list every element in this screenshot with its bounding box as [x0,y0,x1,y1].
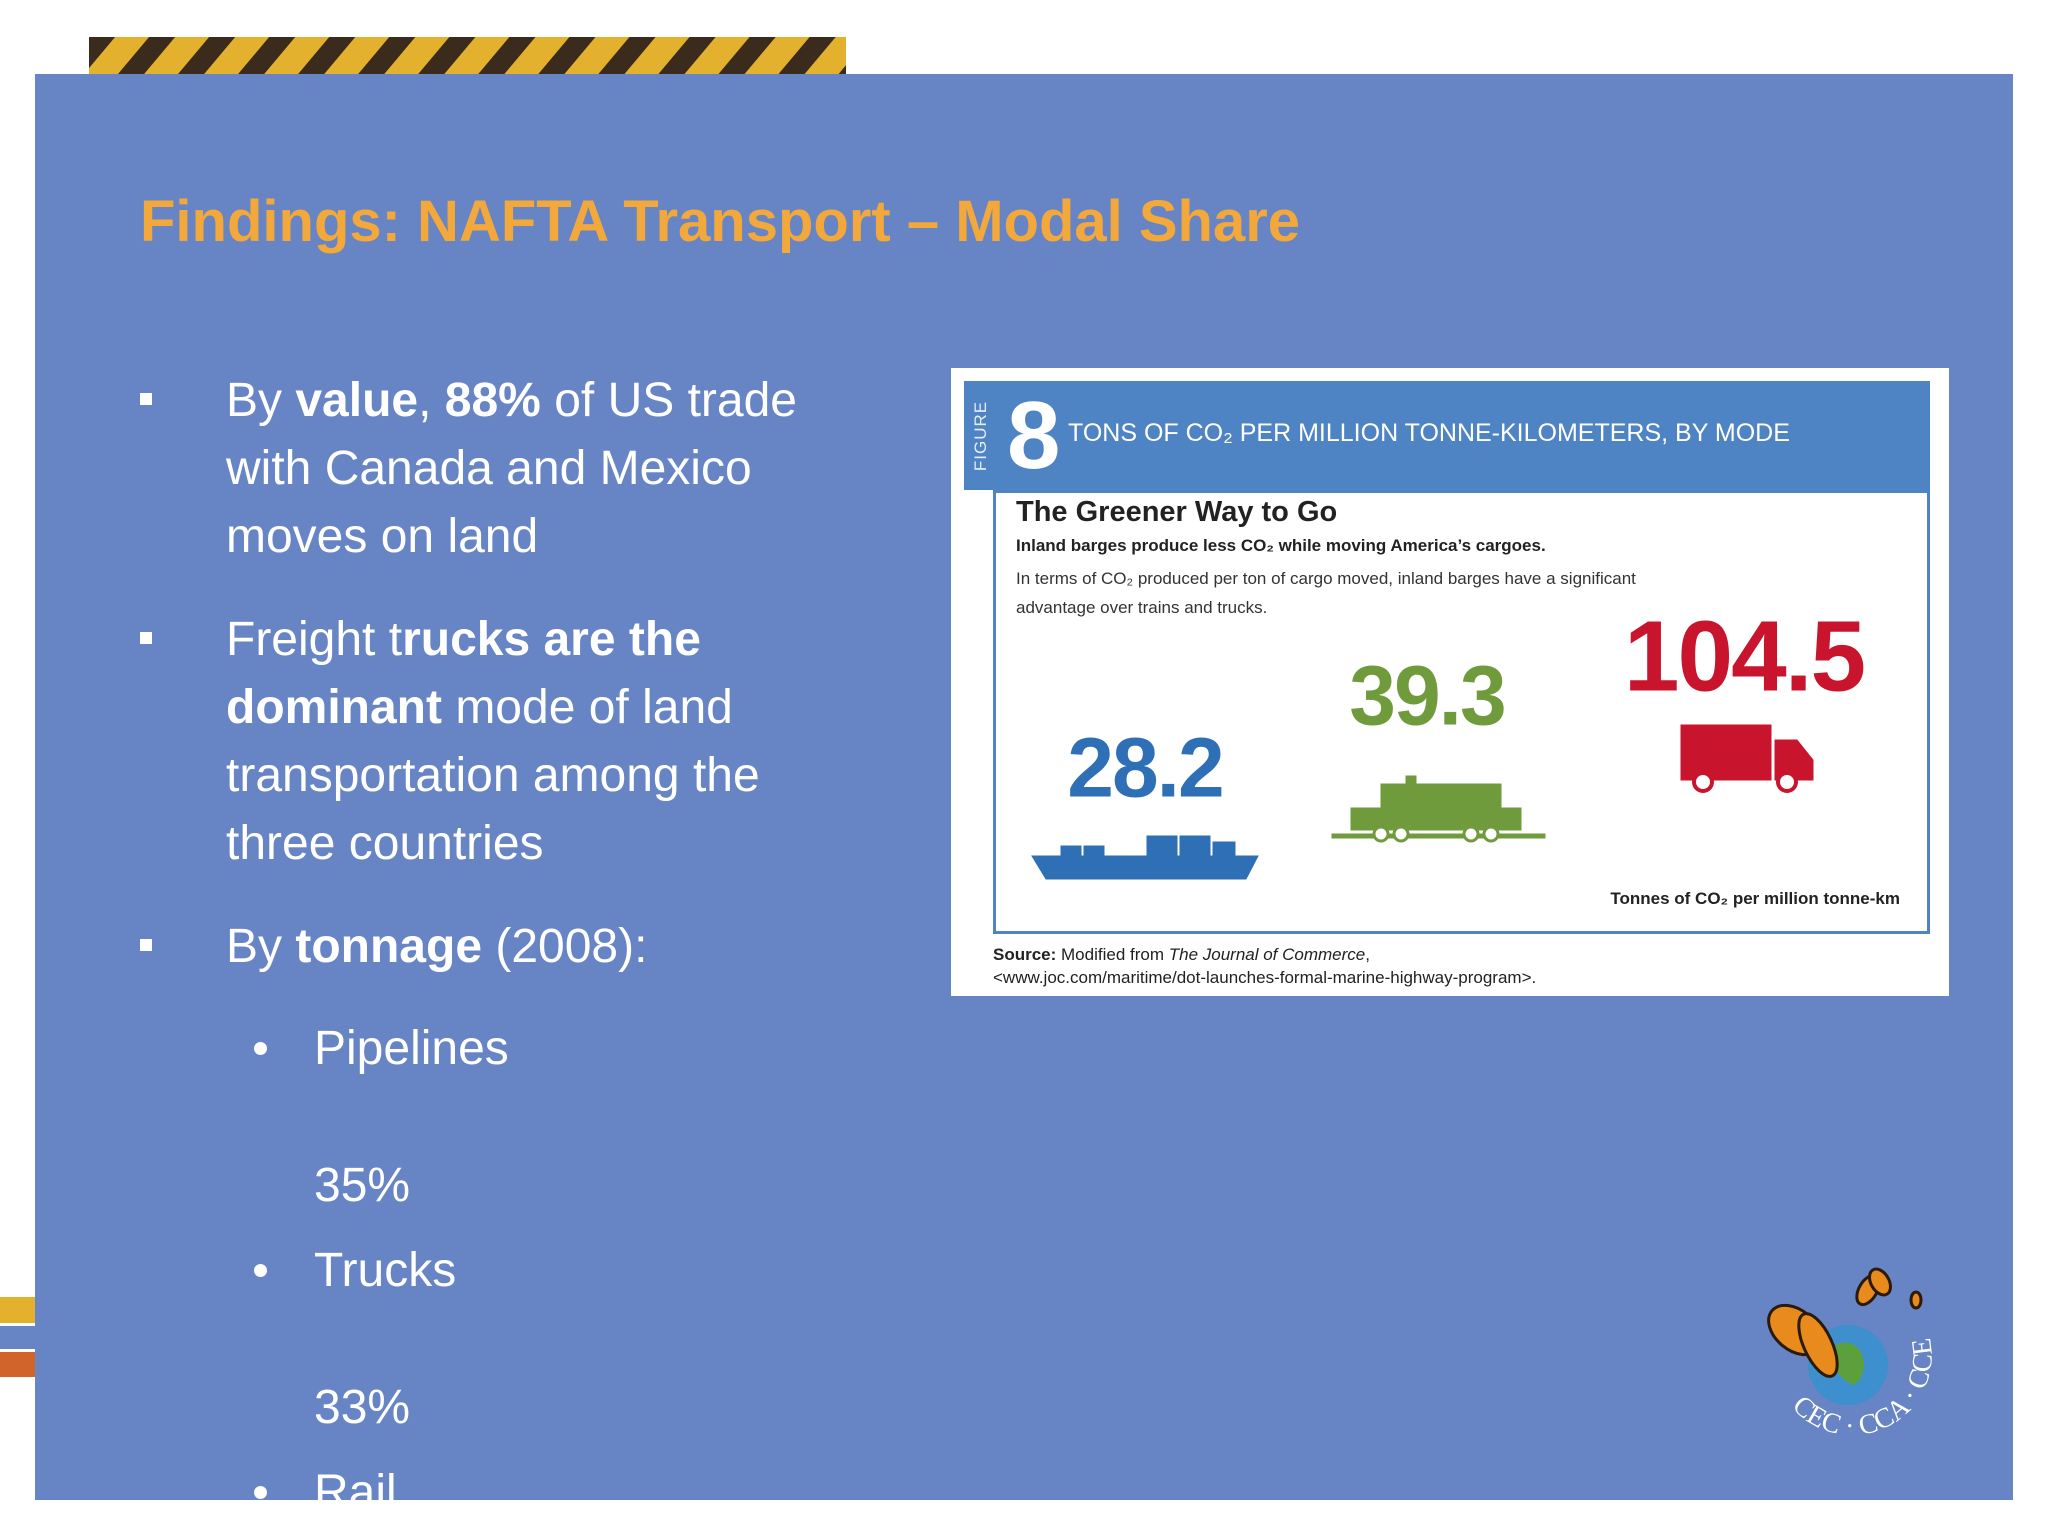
bullet-text: of US trade with Canada and Mexico moves… [226,374,797,563]
slide-title: Findings: NAFTA Transport – Modal Share [140,189,1301,254]
sub-bullet-label: Rail [254,1459,860,1500]
source-journal: The Journal of Commerce [1168,945,1366,964]
truck-icon [1680,724,1814,793]
source-rest: , [1365,945,1370,964]
sub-bullet: Rail [254,1459,860,1500]
mode-value: 28.2 [1067,720,1224,815]
mode-icons [1031,724,1814,880]
figure-inner-frame [993,490,1930,934]
edge-tab-orange [0,1352,35,1377]
bullet-text: rucks are the dominant [226,613,701,734]
logo-butterfly [1767,1267,1923,1378]
sub-list: Pipelines 35% Trucks 33% Rail [226,1015,860,1500]
mode-value: 104.5 [1623,600,1866,713]
bullet-text: tonnage [295,920,483,973]
bullet-text: , [418,374,445,427]
bullet-text: Freight t [226,613,403,666]
sub-bullet: Pipelines 35% [254,1015,860,1220]
train-icon [1331,775,1546,843]
slide-panel: Findings: NAFTA Transport – Modal Share … [35,74,2013,1500]
mode-value: 39.3 [1349,648,1506,743]
logo: CEC · CCA · CCE [1767,1267,1939,1442]
bullet-text: By [226,374,296,427]
hazard-stripe [89,37,846,74]
bullet-text: value [295,374,419,427]
source-url: <www.joc.com/maritime/dot-launches-forma… [993,968,1537,987]
bullet: Freight trucks are the dominant mode of … [140,606,860,878]
sub-bullet: Trucks 33% [254,1237,860,1442]
figure-unit: Tonnes of CO₂ per million tonne-km [1610,889,1900,908]
figure-title: The Greener Way to Go [1016,496,1338,528]
figure-source: Source: Modified from The Journal of Com… [993,943,1536,989]
bullet-list: By value, 88% of US trade with Canada an… [140,367,860,1500]
bullet-text: By [226,920,296,973]
source-text: Modified from [1056,945,1169,964]
figure-subtitle: Inland barges produce less CO₂ while mov… [1016,536,1546,555]
source-label: Source: [993,945,1057,964]
sub-bullet-share: 35% [314,1159,411,1212]
sub-bullet-share: 33% [314,1381,411,1434]
edge-tab-blue [0,1326,35,1349]
edge-tab-yellow [0,1297,35,1323]
bullet-text: (2008): [482,920,648,973]
bullet: By value, 88% of US trade with Canada an… [140,367,860,571]
bullet-text: 88% [444,374,541,427]
figure-header-strip: FIGURE 8 TONS OF CO₂ PER MILLION TONNE-K… [964,381,1930,490]
sub-bullet-label: Trucks [254,1237,860,1305]
figure: FIGURE 8 TONS OF CO₂ PER MILLION TONNE-K… [951,368,1949,996]
figure-description: In terms of CO₂ produced per ton of carg… [1016,569,1636,617]
figure-number: 8 [1007,382,1061,489]
figure-header: TONS OF CO₂ PER MILLION TONNE-KILOMETERS… [1068,419,1790,447]
bullet: By tonnage (2008): Pipelines 35% Trucks 33% R… [140,913,860,1500]
sub-bullet-label: Pipelines [254,1015,860,1083]
ship-icon [1031,835,1259,880]
bullet-text: mode of land transportation among the th… [226,681,760,870]
